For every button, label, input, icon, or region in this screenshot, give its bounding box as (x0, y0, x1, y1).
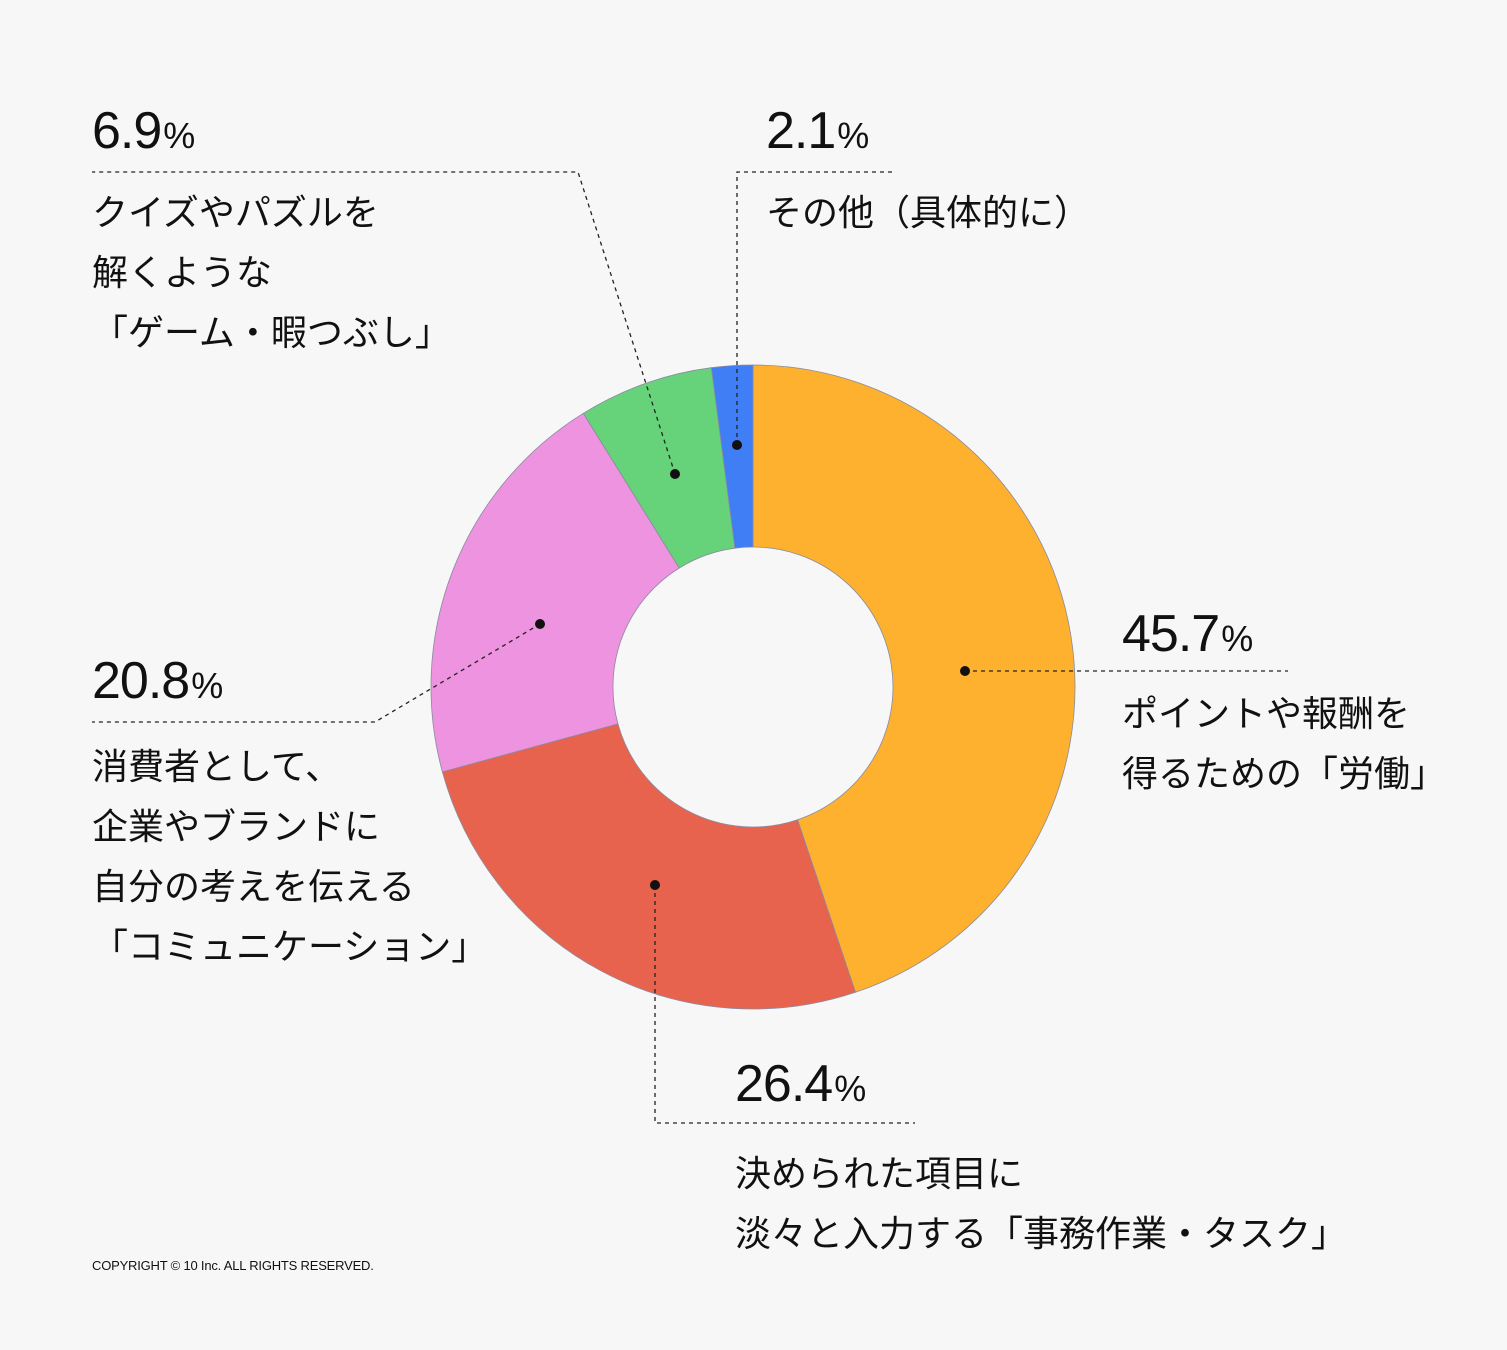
leader-line-4 (736, 171, 895, 445)
leader-dot-2 (535, 619, 545, 629)
donut-slice-0 (752, 364, 1076, 993)
leader-dot-4 (732, 440, 742, 450)
leader-dot-0 (960, 666, 970, 676)
data-label-value-1: 26.4% (735, 1055, 866, 1113)
data-label-value-2: 20.8% (92, 652, 223, 710)
leader-line-3 (92, 171, 676, 475)
donut-slice-2 (430, 412, 680, 773)
copyright: COPYRIGHT © 10 Inc. ALL RIGHTS RESERVED. (92, 1258, 374, 1273)
donut-slice-4 (710, 364, 754, 549)
data-label-value-3: 6.9% (92, 102, 195, 160)
leader-dot-1 (650, 880, 660, 890)
data-label-value-0: 45.7% (1122, 605, 1253, 663)
leader-line-1 (654, 885, 915, 1124)
leader-dot-3 (670, 469, 680, 479)
data-label-text-4: その他（具体的に） (766, 192, 1091, 233)
data-label-text-3: クイズやパズルを 解くような 「ゲーム・暇つぶし」 (92, 192, 451, 353)
data-label-text-0: ポイントや報酬を 得るための「労働」 (1122, 693, 1447, 794)
data-label-value-4: 2.1% (766, 102, 869, 160)
data-label-text-2: 消費者として、 企業やブランドに 自分の考えを伝える 「コミュニケーション」 (92, 746, 488, 967)
data-label-text-1: 決められた項目に 淡々と入力する「事務作業・タスク」 (735, 1153, 1348, 1254)
donut-slice-1 (441, 723, 856, 1010)
